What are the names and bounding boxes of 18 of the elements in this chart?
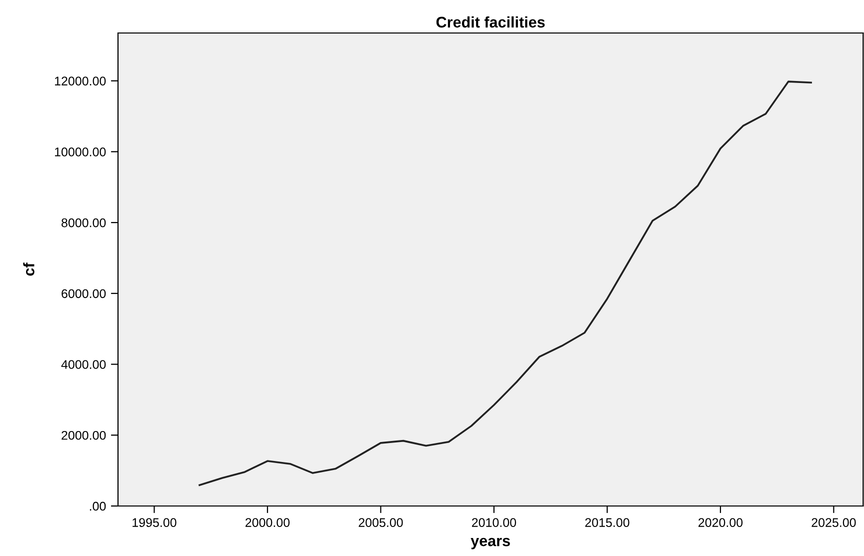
x-tick-label: 2000.00 — [246, 518, 290, 527]
y-tick-label: 10000.00 — [55, 147, 106, 156]
x-tick-label: 2010.00 — [472, 518, 516, 527]
x-tick-label: 2005.00 — [358, 518, 403, 527]
x-tick-label: 1995.00 — [132, 518, 176, 527]
x-axis-title: years — [470, 538, 510, 550]
x-tick-label: 2025.00 — [812, 518, 856, 527]
y-tick-label: 12000.00 — [55, 76, 106, 86]
line-series — [198, 80, 812, 486]
x-tick-label: 2020.00 — [698, 518, 743, 527]
y-tick-label: 4000.00 — [61, 360, 106, 369]
y-tick-label: 6000.00 — [62, 289, 106, 298]
x-tick-label: 2015.00 — [585, 518, 630, 527]
y-tick-label: .00 — [90, 502, 106, 511]
y-tick-label: 8000.00 — [62, 218, 106, 228]
y-tick-label: 2000.00 — [62, 430, 106, 440]
y-axis-title: cf — [23, 262, 34, 276]
chart-title: Credit facilities — [436, 16, 545, 28]
